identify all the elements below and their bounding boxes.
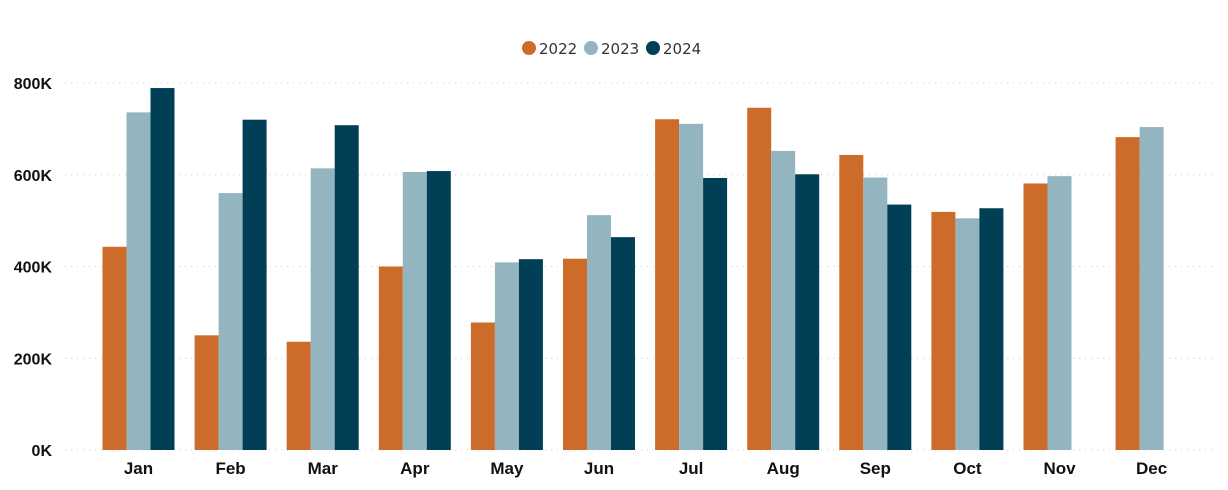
- bar-2024-jul: [703, 177, 728, 450]
- bar-2022-nov: [1023, 183, 1048, 450]
- bar-2023-feb: [218, 193, 243, 450]
- bar-2023-nov: [1047, 176, 1072, 450]
- y-tick-label: 400K: [14, 260, 53, 277]
- x-tick-label: Jan: [124, 459, 153, 478]
- legend-label: 2022: [539, 40, 577, 58]
- y-axis: 0K 200K 400K 600K 800K: [14, 76, 53, 460]
- x-tick-label: Mar: [308, 459, 339, 478]
- bar-2023-sep: [863, 177, 888, 450]
- bar-2022-mar: [286, 341, 311, 450]
- bar-2022-jun: [563, 258, 587, 450]
- bar-2023-aug: [771, 150, 796, 450]
- bar-2024-may: [518, 259, 543, 450]
- bar-2022-aug: [747, 107, 772, 451]
- y-tick-label: 200K: [14, 351, 53, 368]
- bar-2023-jan: [126, 112, 151, 451]
- bar-2024-aug: [795, 174, 820, 450]
- y-tick-label: 0K: [32, 443, 53, 460]
- x-tick-label: May: [490, 459, 524, 478]
- bar-2022-jul: [655, 119, 680, 451]
- x-tick-label: Aug: [767, 459, 800, 478]
- bar-2024-sep: [887, 204, 912, 450]
- legend-marker-2022: [522, 41, 536, 55]
- bar-2024-mar: [334, 125, 359, 450]
- bar-2023-may: [494, 262, 519, 450]
- bar-2022-apr: [378, 266, 403, 450]
- bar-2022-dec: [1115, 137, 1140, 450]
- bar-2023-oct: [955, 218, 980, 450]
- x-tick-label: Oct: [953, 459, 982, 478]
- bar-2023-dec: [1139, 127, 1164, 450]
- legend-label: 2023: [601, 40, 639, 58]
- bar-2022-may: [470, 322, 495, 450]
- bar-2022-oct: [931, 211, 956, 450]
- bar-2024-jun: [611, 237, 635, 450]
- bar-2024-oct: [979, 208, 1004, 450]
- x-tick-label: Nov: [1043, 459, 1076, 478]
- x-tick-label: Jun: [584, 459, 614, 478]
- bar-2022-feb: [194, 335, 219, 450]
- bar-2023-jun: [587, 215, 611, 450]
- bars: [102, 88, 1164, 451]
- bar-2022-sep: [839, 155, 864, 450]
- legend-label: 2024: [663, 40, 701, 58]
- bar-2023-jul: [679, 123, 704, 451]
- x-axis: Jan Feb Mar Apr May Jun Jul Aug Sep Oct Nov Dec: [124, 459, 1167, 478]
- bar-2024-jan: [150, 88, 175, 450]
- y-tick-label: 800K: [14, 76, 53, 93]
- legend-marker-2024: [646, 41, 660, 55]
- bar-2024-feb: [242, 119, 267, 450]
- x-tick-label: Feb: [215, 459, 245, 478]
- x-tick-label: Sep: [860, 459, 891, 478]
- y-tick-label: 600K: [14, 168, 53, 185]
- bar-2024-apr: [426, 171, 451, 450]
- x-tick-label: Jul: [679, 459, 704, 478]
- x-tick-label: Dec: [1136, 459, 1167, 478]
- bar-2023-mar: [310, 168, 335, 450]
- x-tick-label: Apr: [400, 459, 430, 478]
- bar-2023-apr: [402, 171, 427, 450]
- legend: 2022 2023 2024: [522, 40, 701, 58]
- bar-2022-jan: [102, 246, 127, 450]
- legend-marker-2023: [584, 41, 598, 55]
